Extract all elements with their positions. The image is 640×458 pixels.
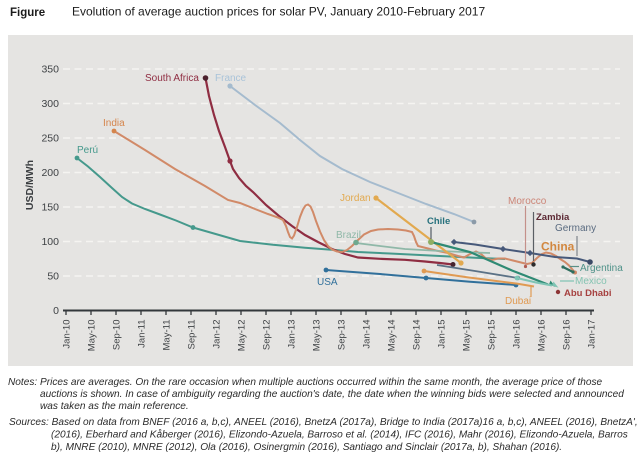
svg-text:auctions is shown. In case of: auctions is shown. In case of ambiguity … [40,389,624,400]
svg-text:Figure: Figure [10,7,45,19]
svg-text:Sep-12: Sep-12 [262,320,273,351]
svg-text:Sep-11: Sep-11 [187,320,198,350]
svg-text:Jordan: Jordan [340,193,371,204]
svg-text:France: France [215,73,247,84]
svg-text:Morocco: Morocco [508,196,547,207]
svg-text:350: 350 [41,64,59,76]
svg-text:May-13: May-13 [312,320,323,352]
svg-text:Mexico: Mexico [575,276,607,287]
svg-text:Sep-13: Sep-13 [337,320,348,351]
svg-text:Jan-12: Jan-12 [212,320,223,349]
svg-text:Jan-13: Jan-13 [287,320,298,349]
svg-text:Zambia: Zambia [536,212,570,223]
svg-text:was taken as the main referenc: was taken as the main reference. [40,401,189,412]
svg-text:May-11: May-11 [162,320,173,351]
svg-text:b), MNRE (2010), MNRE (2012),: b), MNRE (2010), MNRE (2012), Ola (2016)… [51,442,562,453]
svg-text:Notes: Prices are averages. On: Notes: Prices are averages. On the rare … [8,377,603,388]
svg-text:May-16: May-16 [537,320,548,352]
svg-text:Argentina: Argentina [580,263,623,274]
svg-text:Sep-15: Sep-15 [487,320,498,351]
svg-text:Evolution of average auction p: Evolution of average auction prices for … [72,5,485,19]
svg-text:Perú: Perú [77,145,98,156]
svg-text:Chile: Chile [427,216,450,227]
svg-text:May-15: May-15 [462,320,473,352]
svg-text:150: 150 [41,202,59,214]
svg-text:100: 100 [41,236,59,248]
svg-text:200: 200 [41,167,59,179]
svg-text:May-12: May-12 [237,320,248,352]
svg-text:Dubai: Dubai [505,296,531,307]
svg-text:Jan-16: Jan-16 [512,320,523,349]
svg-text:Jan-14: Jan-14 [362,320,373,349]
svg-text:May-10: May-10 [87,320,98,352]
svg-text:Germany: Germany [555,223,596,234]
svg-text:Sep-14: Sep-14 [412,320,423,351]
svg-text:Abu Dhabi: Abu Dhabi [564,288,612,299]
svg-text:Sep-16: Sep-16 [562,320,573,351]
svg-text:50: 50 [47,271,59,283]
svg-text:0: 0 [53,305,59,317]
svg-text:USA: USA [317,277,338,288]
svg-text:Jan-10: Jan-10 [62,320,73,349]
svg-text:(2016), Eberhard and Kåberger: (2016), Eberhard and Kåberger (2016), El… [51,429,628,441]
svg-text:India: India [103,118,125,129]
svg-text:Brazil: Brazil [336,230,361,241]
svg-text:Jan-17: Jan-17 [587,320,598,349]
svg-text:Jan-15: Jan-15 [437,320,448,349]
svg-text:Sep-10: Sep-10 [112,320,123,351]
svg-text:250: 250 [41,133,59,145]
svg-text:May-14: May-14 [387,320,398,352]
svg-text:Jan-11: Jan-11 [137,320,148,348]
svg-text:300: 300 [41,98,59,110]
svg-text:China: China [541,240,575,254]
svg-text:USD/MWh: USD/MWh [24,160,36,210]
svg-text:South Africa: South Africa [145,73,199,84]
svg-text:Sources: Based on data from BN: Sources: Based on data from BNEF (2016 a… [9,417,638,428]
